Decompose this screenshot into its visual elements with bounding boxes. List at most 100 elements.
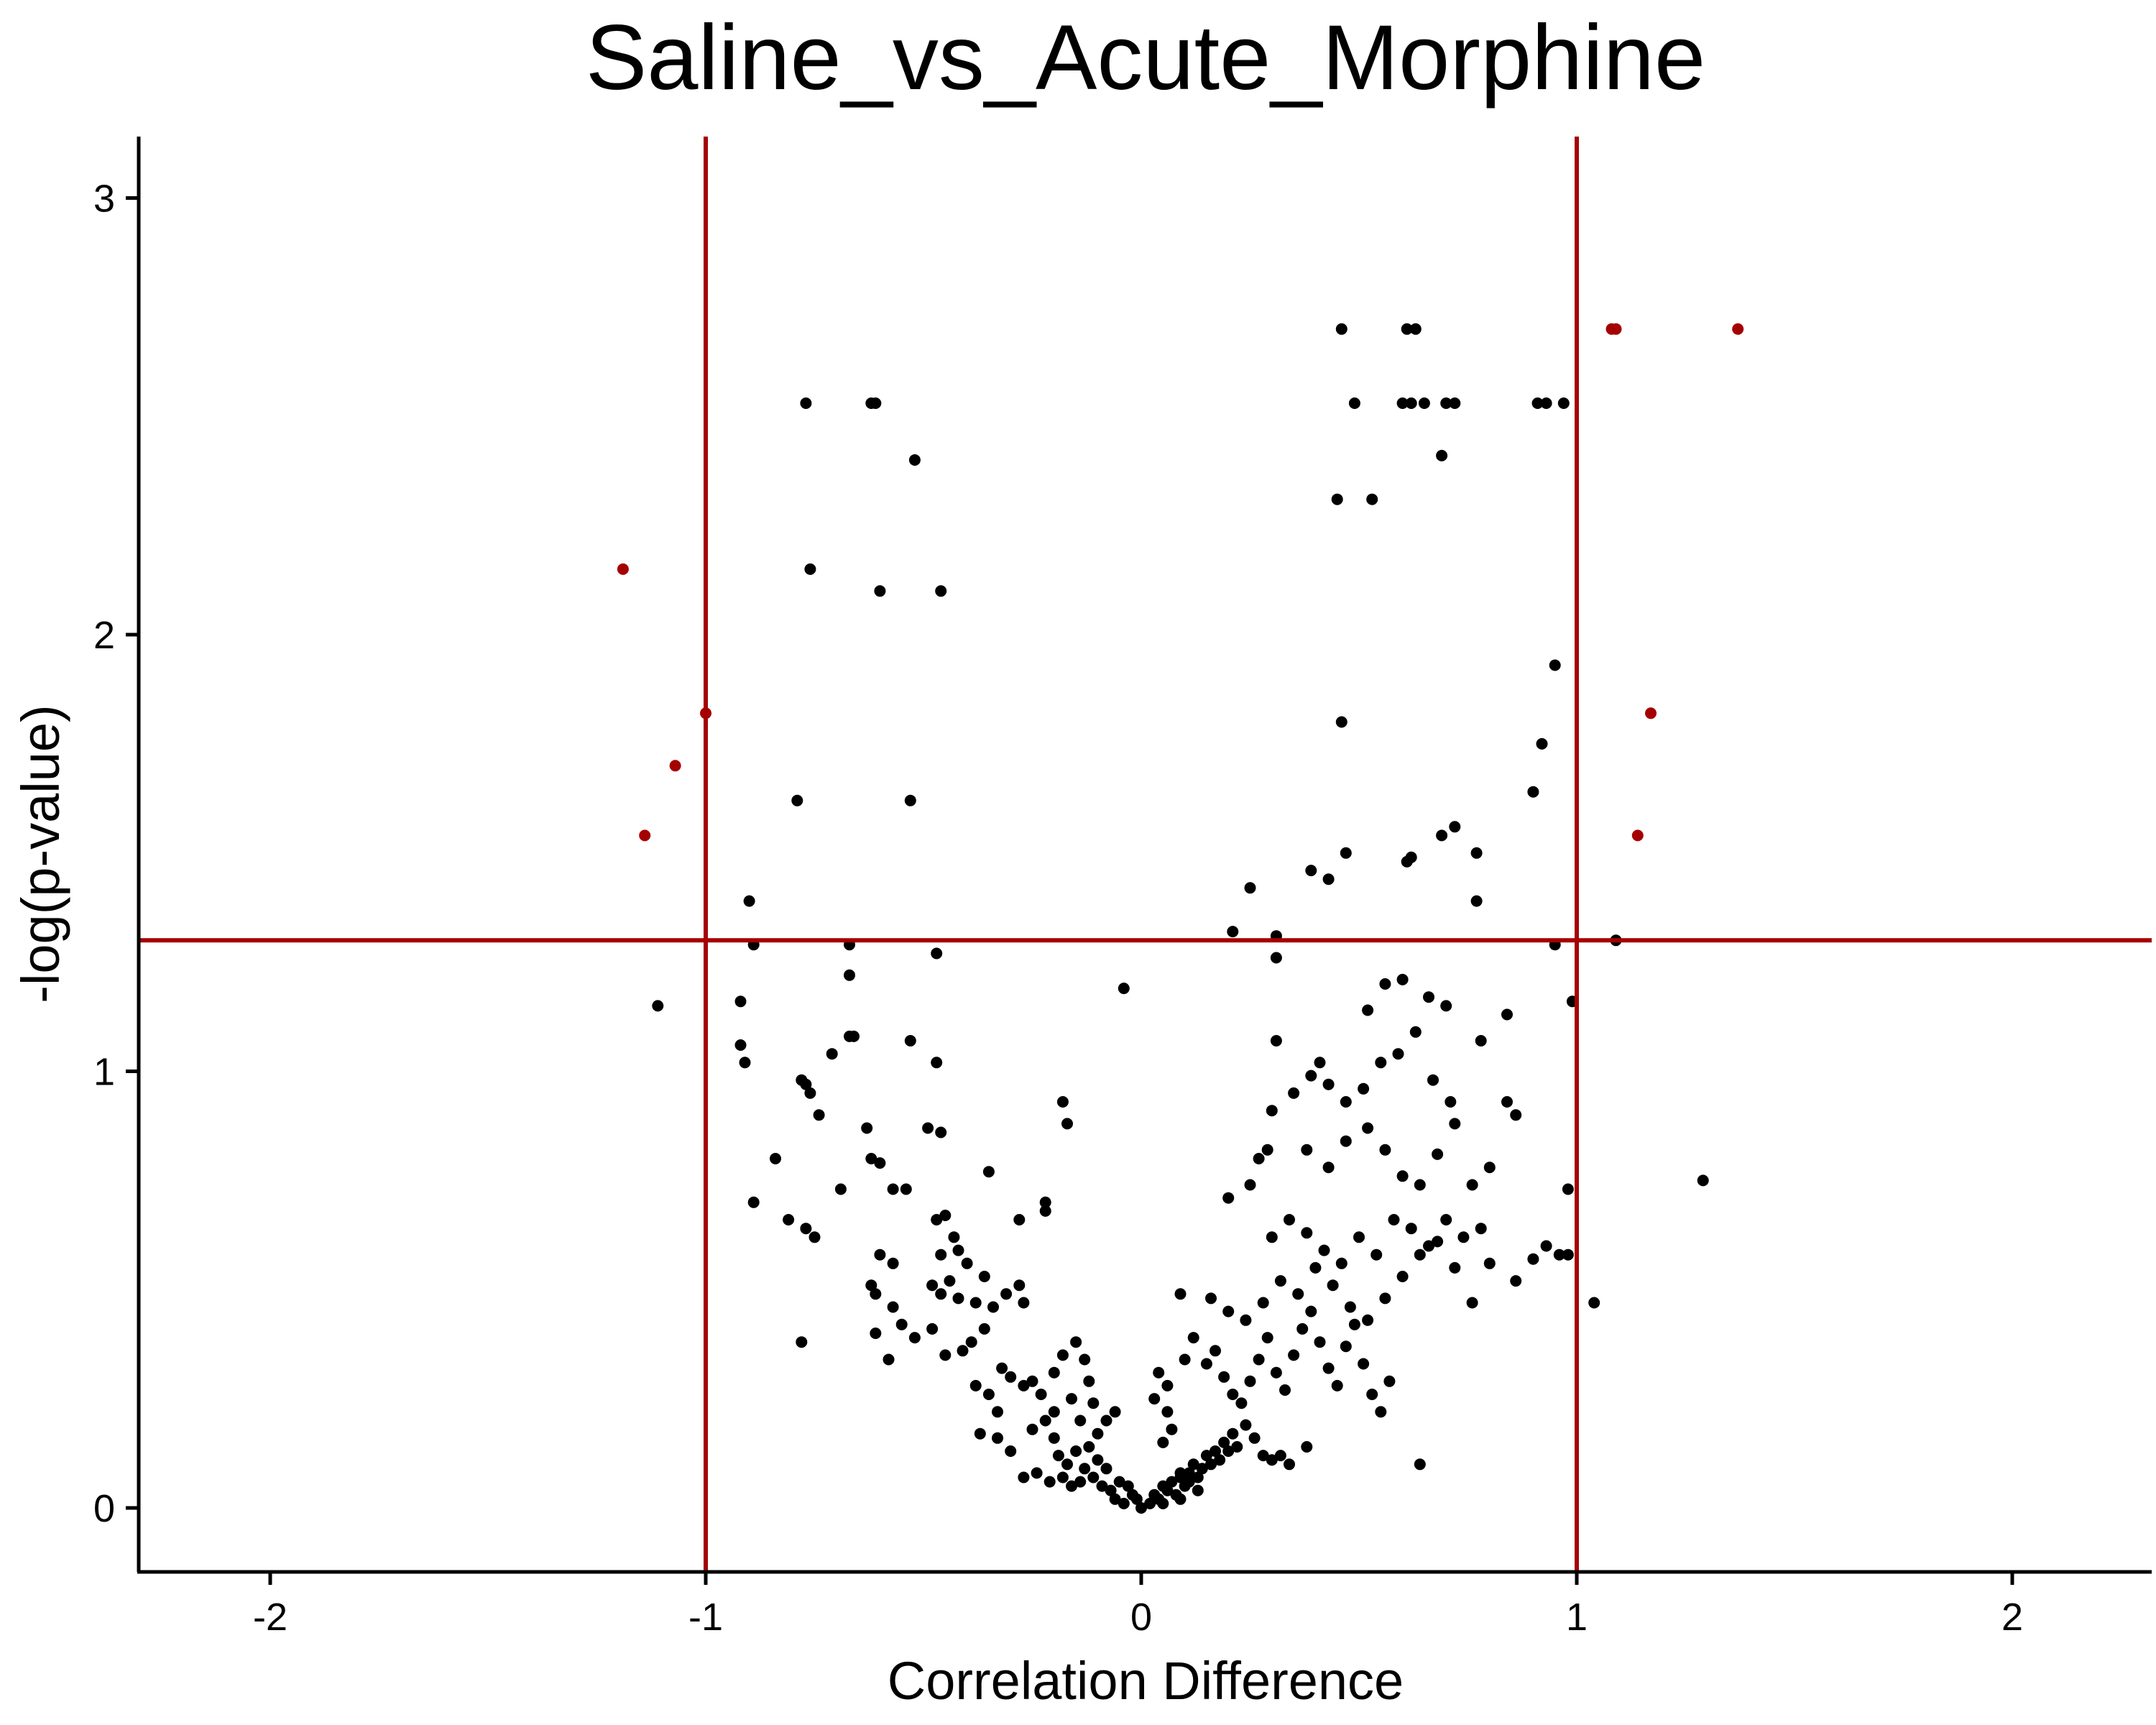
data-point: [935, 1126, 947, 1138]
data-point: [957, 1345, 969, 1357]
data-point: [1322, 1078, 1335, 1090]
data-point: [1432, 1148, 1444, 1160]
data-point: [1314, 1057, 1326, 1069]
data-point: [887, 1183, 899, 1195]
data-point: [1301, 1441, 1313, 1453]
data-point: [1562, 1248, 1574, 1261]
chart-title: Saline_vs_Acute_Morphine: [586, 6, 1705, 109]
data-point: [1056, 1471, 1069, 1484]
data-point: [1470, 895, 1483, 907]
data-point: [1296, 1322, 1309, 1335]
data-point: [770, 1153, 781, 1164]
data-point: [952, 1244, 964, 1256]
data-point: [1358, 1082, 1370, 1095]
data-point: [939, 1349, 952, 1361]
data-point: [1070, 1336, 1082, 1348]
data-point: [883, 1353, 895, 1366]
data-point: [1013, 1279, 1026, 1292]
x-tick-label: -1: [688, 1596, 723, 1639]
data-point: [965, 1336, 977, 1348]
data-point: [948, 1231, 960, 1243]
data-point: [1510, 1109, 1522, 1121]
data-point: [939, 1210, 952, 1221]
data-point: [1501, 1008, 1513, 1021]
data-point: [1044, 1476, 1056, 1488]
data-point: [1100, 1414, 1112, 1427]
data-point: [1440, 397, 1452, 409]
data-point: [1383, 1375, 1396, 1387]
data-point: [844, 969, 855, 981]
data-point: [1274, 1450, 1286, 1462]
data-point: [1083, 1375, 1095, 1387]
data-point: [1483, 1162, 1496, 1174]
data-point: [1501, 1096, 1513, 1108]
axes: [137, 137, 2152, 1574]
data-point: [734, 995, 747, 1008]
data-point: [1261, 1144, 1273, 1156]
data-point: [1222, 1192, 1235, 1204]
data-point: [1396, 397, 1409, 409]
data-point: [1148, 1393, 1161, 1405]
data-point: [1100, 1463, 1112, 1475]
data-point: [1470, 847, 1483, 859]
data-point: [1449, 397, 1461, 409]
data-point: [1335, 1257, 1348, 1269]
data-point: [1056, 1096, 1069, 1108]
data-point: [1305, 1305, 1317, 1317]
data-point: [1039, 1205, 1051, 1217]
data-point: [848, 1030, 860, 1042]
data-point: [1362, 1122, 1374, 1134]
data-point: [1257, 1297, 1269, 1309]
data-point: [1396, 973, 1409, 985]
data-point: [1157, 1436, 1169, 1448]
data-point: [904, 1035, 916, 1046]
data-point: [1588, 1297, 1600, 1309]
data-point: [935, 1248, 947, 1261]
data-point: [1409, 1026, 1422, 1038]
data-point: [1432, 1236, 1444, 1248]
data-point: [1396, 1271, 1409, 1282]
data-point: [1231, 1441, 1243, 1453]
data-point: [1261, 1332, 1273, 1344]
data-point: [1205, 1458, 1217, 1471]
data-point: [1244, 1179, 1256, 1191]
data-point: [826, 1048, 838, 1060]
data-point: [1405, 851, 1417, 863]
data-point: [1061, 1458, 1073, 1471]
data-point: [1122, 1480, 1134, 1492]
data-point: [791, 794, 803, 806]
data-point: [1005, 1371, 1017, 1383]
data-point: [734, 1039, 747, 1051]
significant-point: [639, 829, 651, 842]
data-point: [1270, 952, 1282, 964]
data-point: [1362, 1314, 1374, 1326]
data-point: [1531, 397, 1544, 409]
data-point: [982, 1166, 995, 1178]
data-point: [804, 563, 816, 575]
data-point: [926, 1322, 939, 1335]
data-point: [1018, 1471, 1030, 1484]
data-point: [1179, 1353, 1191, 1366]
data-point: [1457, 1231, 1470, 1243]
data-point: [1227, 1389, 1239, 1400]
data-point: [1353, 1231, 1365, 1243]
data-point: [1697, 1174, 1709, 1187]
data-point: [1536, 737, 1548, 750]
data-point: [1257, 1450, 1269, 1462]
data-point: [1266, 1105, 1278, 1117]
data-point: [1340, 1096, 1352, 1108]
data-point: [1475, 1035, 1487, 1046]
data-point: [865, 1153, 877, 1164]
data-point: [1200, 1450, 1212, 1462]
y-tick-label: 0: [93, 1487, 115, 1530]
data-point: [1218, 1436, 1230, 1448]
data-point: [874, 1248, 886, 1261]
data-point: [1118, 1497, 1130, 1509]
data-point: [1096, 1480, 1108, 1492]
y-axis-title: -log(p-value): [11, 704, 70, 1003]
data-point: [1183, 1467, 1195, 1479]
data-point: [1244, 1375, 1256, 1387]
data-point: [1161, 1379, 1174, 1392]
data-point: [1192, 1471, 1204, 1484]
y-tick-label: 1: [93, 1051, 115, 1094]
